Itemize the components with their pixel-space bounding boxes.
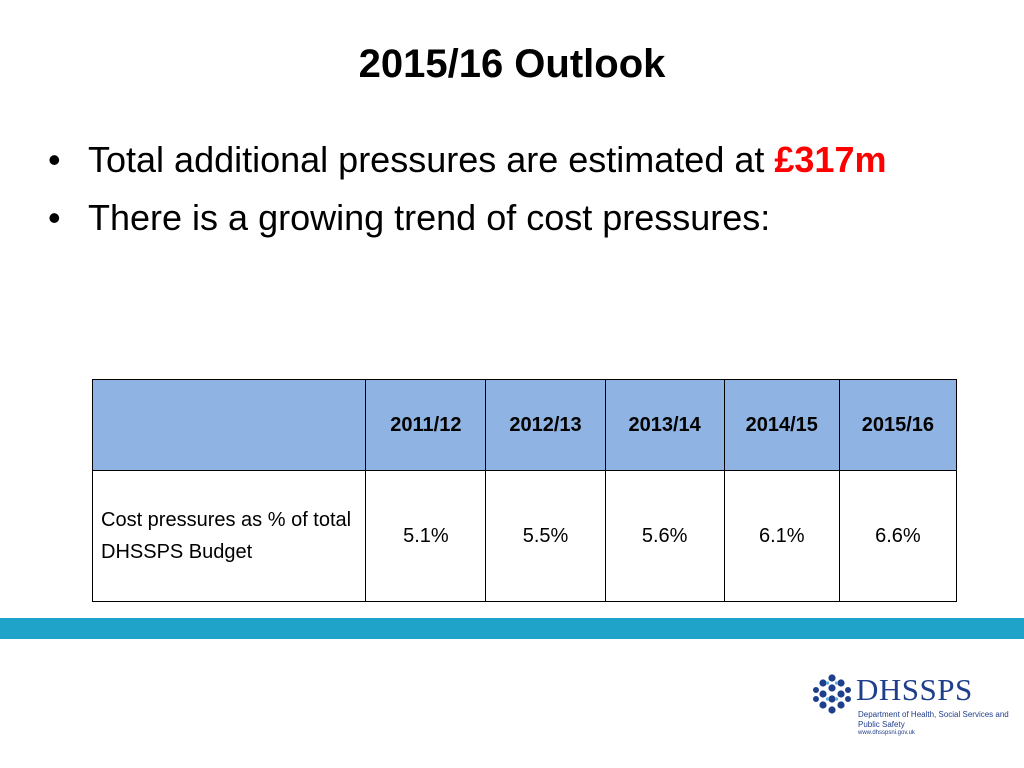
table-header-cell: 2012/13 (485, 379, 606, 471)
logo-subtitle: Department of Health, Social Services an… (858, 710, 1009, 729)
bullet-dot-icon: • (48, 139, 61, 180)
table-header-cell: 2014/15 (723, 379, 840, 471)
cost-pressures-table: 2011/12 2012/13 2013/14 2014/15 2015/16 … (91, 379, 958, 602)
table-header-row: 2011/12 2012/13 2013/14 2014/15 2015/16 (91, 379, 958, 471)
table-cell: 6.1% (723, 470, 840, 602)
bullet-item: • There is a growing trend of cost press… (48, 196, 948, 240)
table-header-cell: 2013/14 (604, 379, 725, 471)
table-header-cell: 2015/16 (838, 379, 958, 471)
logo-name: DHSSPS (856, 672, 973, 707)
bullet-list: • Total additional pressures are estimat… (48, 138, 948, 240)
table-cell: 5.5% (485, 470, 606, 602)
bullet-dot-icon: • (48, 197, 61, 238)
table-cell: 6.6% (838, 470, 958, 602)
table-header-cell (91, 379, 367, 471)
bullet-item: • Total additional pressures are estimat… (48, 138, 948, 182)
table-cell: 5.6% (604, 470, 725, 602)
logo-website: www.dhsspsni.gov.uk (858, 730, 915, 736)
bullet-text: Total additional pressures are estimated… (88, 139, 775, 180)
footer-band (0, 618, 1024, 639)
row-label: Cost pressures as % of total DHSSPS Budg… (91, 470, 367, 602)
table-row: Cost pressures as % of total DHSSPS Budg… (91, 470, 958, 602)
dhssps-logo: DHSSPS Department of Health, Social Serv… (812, 672, 1012, 742)
table-header-cell: 2011/12 (365, 379, 487, 471)
hexagon-cluster-icon (813, 674, 851, 714)
pressure-amount: £317m (774, 139, 887, 180)
slide-title: 2015/16 Outlook (358, 42, 666, 86)
table-cell: 5.1% (365, 470, 487, 602)
bullet-text: There is a growing trend of cost pressur… (88, 197, 771, 238)
